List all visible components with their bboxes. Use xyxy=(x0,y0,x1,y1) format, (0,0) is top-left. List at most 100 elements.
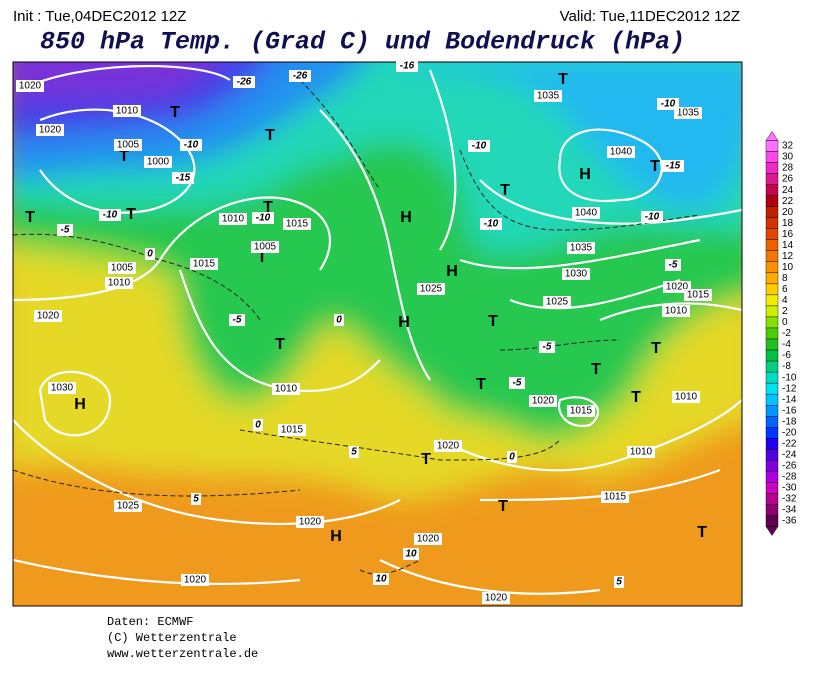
temperature-label: -5 xyxy=(543,342,552,353)
pressure-center: T xyxy=(488,313,498,330)
colorbar-label: 14 xyxy=(782,240,794,251)
colorbar-cell xyxy=(765,471,779,483)
temperature-label-box xyxy=(233,76,255,88)
isobar-label: 1015 xyxy=(570,406,593,417)
isobar-label-box xyxy=(190,258,218,270)
pressure-center: T xyxy=(25,209,35,226)
isobar-label: 1005 xyxy=(254,242,277,253)
isobar-label: 1040 xyxy=(610,147,633,158)
temperature-label: -10 xyxy=(103,210,118,221)
pressure-center: H xyxy=(330,528,342,545)
colorbar-label: 32 xyxy=(782,141,794,152)
colorbar-cell xyxy=(765,460,779,472)
temperature-label: -10 xyxy=(184,140,199,151)
temperature-label-box xyxy=(252,212,274,224)
isobar-label: 1020 xyxy=(19,81,42,92)
isobar-label-box xyxy=(607,146,635,158)
colorbar-cell xyxy=(765,272,779,285)
isobar-label-box xyxy=(283,218,311,230)
isobar-label-box xyxy=(417,283,445,295)
isobar-label: 1035 xyxy=(677,108,700,119)
isobar-label: 1010 xyxy=(665,306,688,317)
isobar-label-box xyxy=(251,241,279,253)
colorbar-label: -6 xyxy=(782,350,791,361)
temperature-label-box xyxy=(665,259,681,271)
temperature-label-box xyxy=(662,160,684,172)
isobar-label-box xyxy=(434,440,462,452)
temperature-label-box xyxy=(334,314,344,326)
isobar-label-box xyxy=(219,213,247,225)
temperature-label-box xyxy=(373,573,389,585)
colorbar-cell xyxy=(765,217,779,229)
colorbar-label: -24 xyxy=(782,449,797,460)
temperature-label-box xyxy=(349,446,359,458)
isobar-label: 1035 xyxy=(570,243,593,254)
colorbar-label: 26 xyxy=(782,174,794,185)
isobar-label-box xyxy=(113,105,141,117)
colorbar-label: 28 xyxy=(782,163,794,174)
colorbar-label: 18 xyxy=(782,218,794,229)
temperature-label: -5 xyxy=(233,315,242,326)
colorbar-cell xyxy=(765,316,779,329)
temperature-label: -26 xyxy=(237,77,252,88)
isobar-label-box xyxy=(16,80,44,92)
map-area xyxy=(13,62,742,606)
isobar-label-box xyxy=(36,124,64,136)
colorbar-label: -16 xyxy=(782,405,797,416)
footer-line: Daten: ECMWF xyxy=(107,615,193,629)
isobar-label-box xyxy=(572,207,600,219)
isobar-label-box xyxy=(567,405,595,417)
pressure-center: H xyxy=(446,263,458,280)
isobar-label-box xyxy=(114,139,142,151)
colorbar-cell xyxy=(765,327,779,340)
isobar-label-box xyxy=(144,156,172,168)
pressure-center: T xyxy=(697,524,707,541)
isobar-label-box xyxy=(34,310,62,322)
colorbar-cell xyxy=(765,184,779,196)
pressure-center: T xyxy=(265,127,275,144)
isobar-label: 1010 xyxy=(630,447,653,458)
colorbar-end xyxy=(765,131,779,141)
colorbar-label: -36 xyxy=(782,516,797,527)
isobar-label-box xyxy=(672,391,700,403)
temperature-label: -5 xyxy=(61,225,70,236)
colorbar-cell xyxy=(765,338,779,351)
pressure-center: T xyxy=(119,148,129,165)
colorbar-label: 6 xyxy=(782,284,788,295)
colorbar-cell xyxy=(765,283,779,296)
isobar-label: 1025 xyxy=(117,501,140,512)
valid-time: Valid: Tue,11DEC2012 12Z xyxy=(560,8,740,25)
isobar-label: 1020 xyxy=(485,593,508,604)
pressure-center: T xyxy=(257,249,267,266)
colorbar-label: -18 xyxy=(782,416,797,427)
pressure-center: T xyxy=(591,361,601,378)
colorbar-cell xyxy=(765,261,779,274)
pressure-center: T xyxy=(650,158,660,175)
temperature-label: -10 xyxy=(645,212,660,223)
isobar-label: 1015 xyxy=(193,259,216,270)
temperature-label: -15 xyxy=(176,173,191,184)
colorbar-cell xyxy=(765,449,779,461)
temperature-label: 5 xyxy=(351,447,357,458)
pressure-center: T xyxy=(170,104,180,121)
isobar-label-box xyxy=(278,424,306,436)
colorbar-label: 0 xyxy=(782,317,788,328)
isobar-label-box xyxy=(662,305,690,317)
colorbar-label: -2 xyxy=(782,328,791,339)
isobar-label: 1010 xyxy=(108,278,131,289)
colorbar-cell xyxy=(765,228,779,240)
isobar-label-box xyxy=(272,383,300,395)
isobar-label: 1020 xyxy=(417,534,440,545)
temperature-label-box xyxy=(145,248,155,260)
isobar-label: 1015 xyxy=(604,492,627,503)
temperature-label-box xyxy=(191,493,201,505)
pressure-center: H xyxy=(74,396,86,413)
isobar-label-box xyxy=(414,533,442,545)
colorbar-cell xyxy=(765,438,779,450)
colorbar-label: 30 xyxy=(782,152,794,163)
temperature-label-box xyxy=(396,60,418,72)
temperature-label: 5 xyxy=(616,577,622,588)
colorbar-cell xyxy=(765,493,779,505)
isobar-label-box xyxy=(562,268,590,280)
isobar-label: 1010 xyxy=(222,214,245,225)
